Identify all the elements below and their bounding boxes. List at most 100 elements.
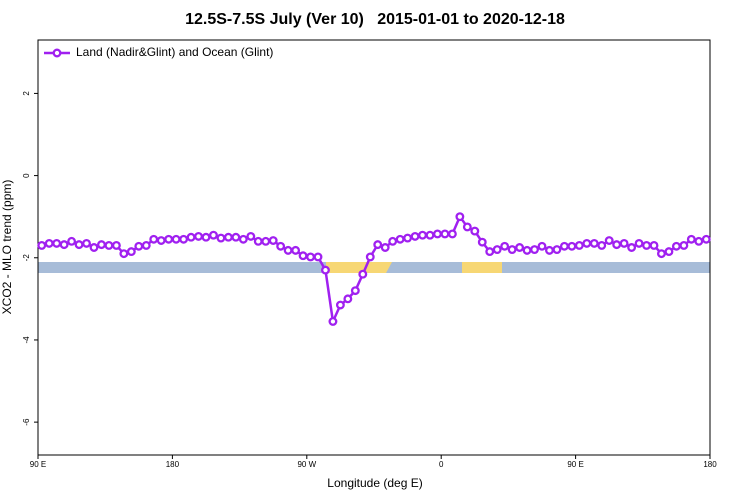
point	[597, 240, 607, 250]
point	[104, 240, 114, 250]
land-strip	[462, 262, 502, 273]
point	[380, 243, 390, 252]
point	[545, 245, 554, 255]
point	[283, 245, 293, 255]
point	[619, 238, 629, 248]
point	[179, 234, 189, 244]
point	[470, 226, 480, 236]
x-tick-label: 90 E	[30, 460, 46, 469]
point	[164, 234, 174, 244]
y-axis-label: XCO2 - MLO trend (ppm)	[0, 180, 14, 315]
point	[671, 241, 681, 251]
point	[627, 243, 637, 252]
point	[537, 241, 547, 251]
point	[462, 222, 472, 232]
legend-label: Land (Nadir&Glint) and Ocean (Glint)	[76, 45, 273, 59]
point	[634, 238, 644, 248]
x-tick-label: 90 E	[567, 460, 583, 469]
point	[664, 247, 674, 257]
point	[328, 317, 338, 326]
y-tick-label: 0	[22, 173, 31, 178]
land-ocean-strip	[38, 262, 710, 273]
point	[134, 241, 144, 251]
point	[186, 232, 196, 242]
point	[530, 245, 539, 255]
point	[89, 243, 99, 252]
point	[59, 240, 69, 250]
x-tick-label: 90 W	[297, 460, 316, 469]
legend-marker	[52, 48, 62, 58]
point	[141, 240, 151, 250]
point	[388, 236, 398, 246]
point	[657, 249, 666, 259]
point	[694, 236, 704, 246]
point	[485, 247, 495, 257]
point	[507, 245, 517, 255]
point	[82, 238, 91, 248]
land-strip	[374, 262, 392, 273]
point	[276, 241, 286, 251]
point	[194, 231, 203, 241]
point	[171, 234, 181, 244]
point	[455, 212, 465, 222]
point	[492, 245, 502, 255]
point	[642, 240, 651, 250]
point	[358, 269, 368, 279]
point	[261, 236, 271, 246]
point	[291, 245, 301, 255]
point	[604, 236, 614, 245]
point	[440, 229, 450, 239]
point	[559, 241, 569, 251]
point	[231, 232, 241, 242]
chart-title: 12.5S-7.5S July (Ver 10) 2015-01-01 to 2…	[185, 11, 565, 28]
point	[425, 230, 435, 240]
point	[589, 238, 599, 248]
point	[522, 245, 532, 255]
point	[679, 240, 689, 250]
point	[410, 231, 420, 241]
point	[37, 240, 47, 250]
point	[67, 236, 77, 246]
point	[365, 252, 375, 262]
y-tick-label: -2	[22, 254, 31, 262]
point	[701, 234, 711, 244]
point	[567, 241, 577, 251]
point	[253, 236, 263, 246]
point	[433, 229, 442, 239]
point	[552, 245, 562, 255]
point	[350, 286, 360, 296]
point	[686, 234, 696, 244]
point	[343, 294, 353, 304]
point	[373, 240, 383, 250]
point	[238, 234, 248, 244]
point	[268, 236, 278, 245]
point	[209, 230, 218, 240]
y-tick-label: -4	[22, 336, 31, 344]
point	[612, 240, 622, 250]
point	[74, 240, 84, 250]
point	[298, 251, 308, 261]
y-tick-label: -6	[22, 418, 31, 426]
point	[582, 238, 592, 248]
point	[44, 238, 54, 248]
x-tick-label: 180	[703, 460, 717, 469]
point	[97, 240, 106, 250]
point	[111, 240, 121, 250]
point	[126, 247, 136, 257]
point	[156, 236, 166, 245]
point	[52, 238, 62, 248]
point	[447, 229, 457, 239]
point	[246, 231, 256, 241]
point	[313, 252, 323, 262]
point	[306, 252, 315, 262]
x-axis-label: Longitude (deg E)	[327, 476, 422, 490]
point	[403, 233, 413, 243]
point	[321, 265, 330, 275]
point	[500, 241, 510, 251]
point	[119, 249, 129, 259]
point	[335, 300, 345, 310]
y-tick-label: 2	[22, 91, 31, 96]
point	[418, 230, 427, 240]
point	[515, 243, 525, 252]
